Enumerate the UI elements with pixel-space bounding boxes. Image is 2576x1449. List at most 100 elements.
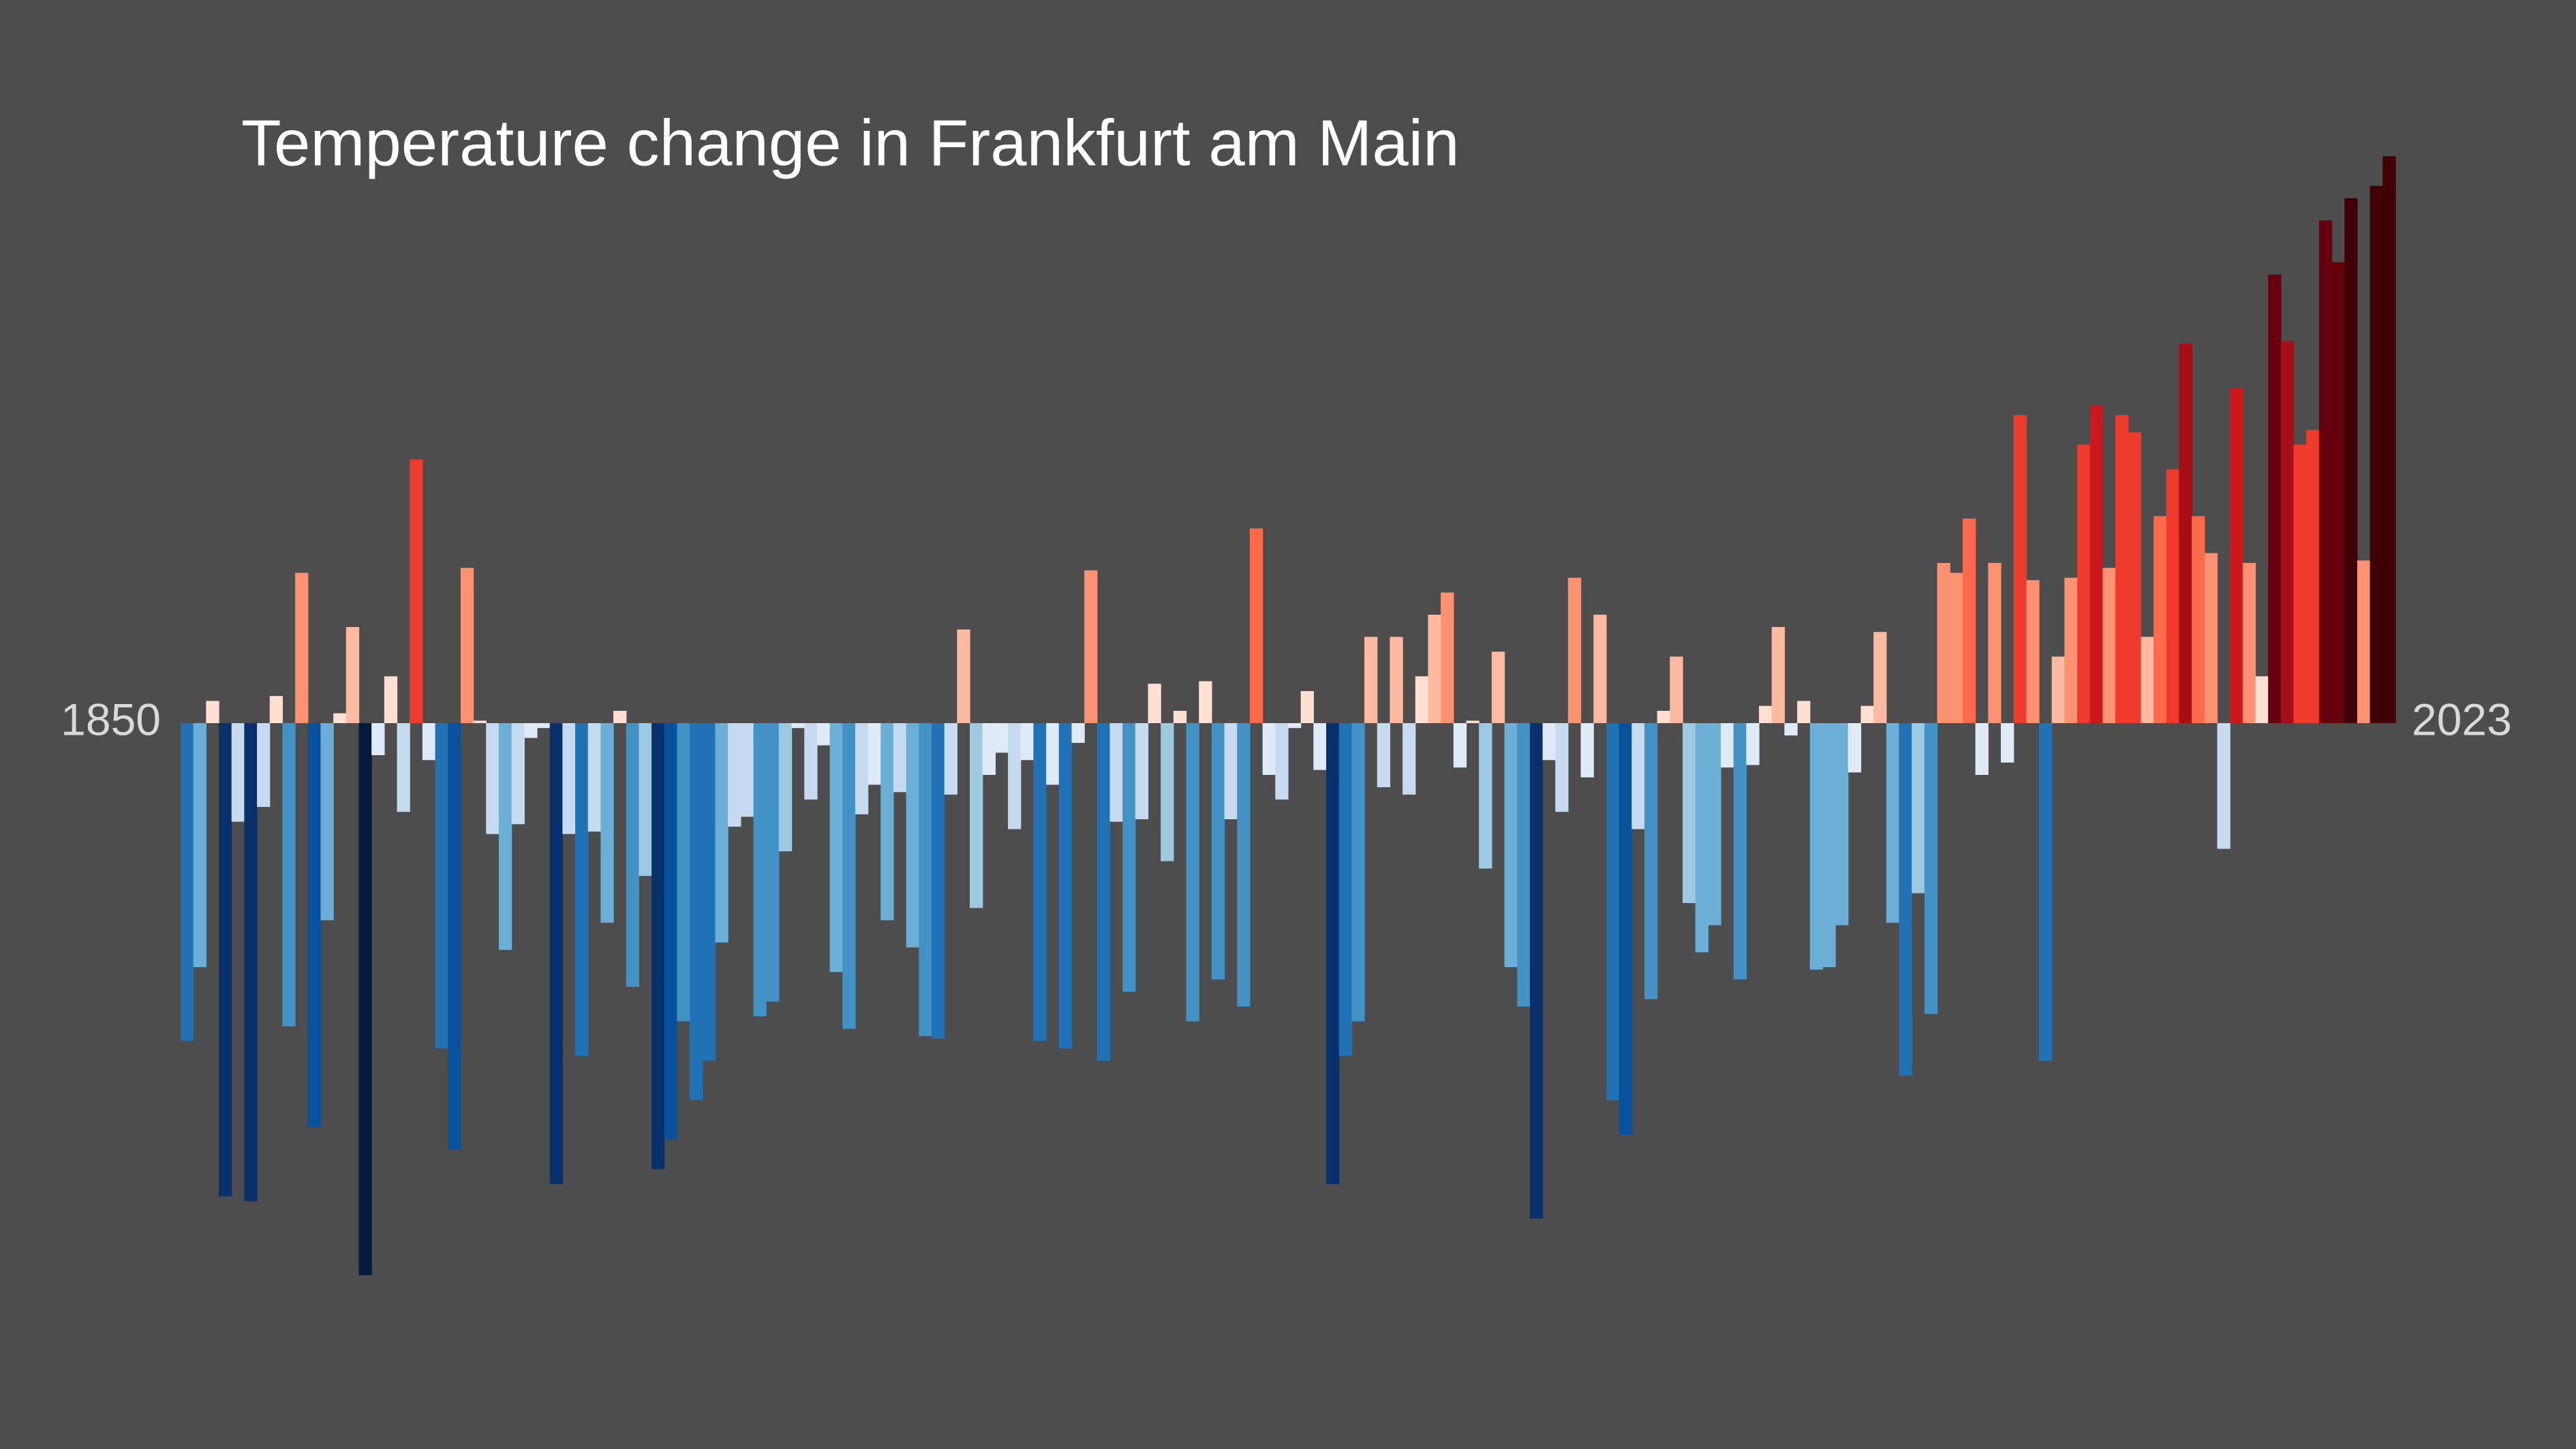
bar [231,723,245,822]
bar [1924,723,1938,1014]
bar [1135,723,1149,820]
bar [1338,723,1352,1056]
bar [842,723,856,1029]
bar [1058,723,1073,1049]
bar [1873,632,1887,723]
bar [2039,723,2053,1061]
bar [1657,710,1670,723]
bar [2204,553,2218,723]
bar [778,723,793,852]
bar [2192,516,2205,723]
bar [1746,723,1760,765]
bar [932,723,945,1039]
bar [677,723,690,1022]
bar [1962,518,1976,723]
bar [2242,562,2256,723]
bar [1249,528,1263,723]
bar [2293,444,2307,723]
bar [2306,429,2320,723]
bar [2064,577,2078,723]
bar [816,723,831,746]
bar [880,723,894,921]
bar [2344,198,2358,723]
bar [1670,656,1683,723]
bar [651,723,665,1170]
bar [2077,444,2091,723]
bar [410,459,423,723]
bar [1097,723,1111,1061]
bar [2128,432,2142,723]
bar [804,723,818,800]
bar [2013,414,2027,723]
bar [626,723,640,987]
bar [1860,705,1874,723]
bar [829,723,843,973]
bar [307,723,322,1128]
bar [1313,723,1327,770]
bar [549,723,563,1185]
bar [320,723,334,921]
bar [1161,723,1174,861]
bar [1020,723,1034,761]
bar [1683,723,1696,903]
bar [702,723,716,1061]
bar [2141,637,2154,723]
bar [1771,626,1785,723]
bar [1822,723,1836,967]
bar [1504,723,1518,967]
bar [193,723,206,967]
bar [1300,690,1314,723]
bar [2370,185,2383,724]
bar [2026,580,2040,723]
bar [868,723,881,785]
bar [1453,723,1467,768]
bar [371,723,385,756]
bar [333,713,347,723]
bar [257,723,271,807]
bar [181,723,194,1041]
bar [2166,469,2180,723]
bar [970,723,983,909]
bar [1288,723,1302,729]
end-year-label: 2023 [2412,694,2512,744]
bar [1364,637,1378,723]
start-year-label: 1850 [61,694,161,744]
bar [664,723,678,1140]
bar [1567,577,1582,723]
bar [358,723,372,1275]
bar [1173,710,1187,723]
bar [575,723,589,1056]
bar [1084,570,1098,723]
bar [1580,723,1594,778]
bar [2153,516,2167,723]
bar [1377,723,1391,788]
bar [944,723,957,795]
bar [1542,723,1556,761]
bar [957,629,970,723]
bar [1211,723,1225,980]
bar [448,723,461,1150]
bar [422,723,436,761]
bar [982,723,996,775]
bar [1390,637,1403,723]
bar [473,720,487,723]
bar [2230,388,2243,723]
bar [1593,614,1607,723]
bar [1988,562,2002,723]
bar [2089,405,2104,723]
bar [2115,414,2129,723]
bar [613,710,627,723]
bar [1975,723,1989,775]
bar [282,723,296,1026]
bar [587,723,601,832]
bar [2102,568,2116,723]
bar [1402,723,1416,795]
bar [1326,723,1340,1185]
bar [2331,262,2345,723]
bar [1109,723,1123,822]
bar [1809,723,1824,970]
bar [2179,344,2192,723]
bar [1491,652,1505,723]
bar [715,723,729,943]
